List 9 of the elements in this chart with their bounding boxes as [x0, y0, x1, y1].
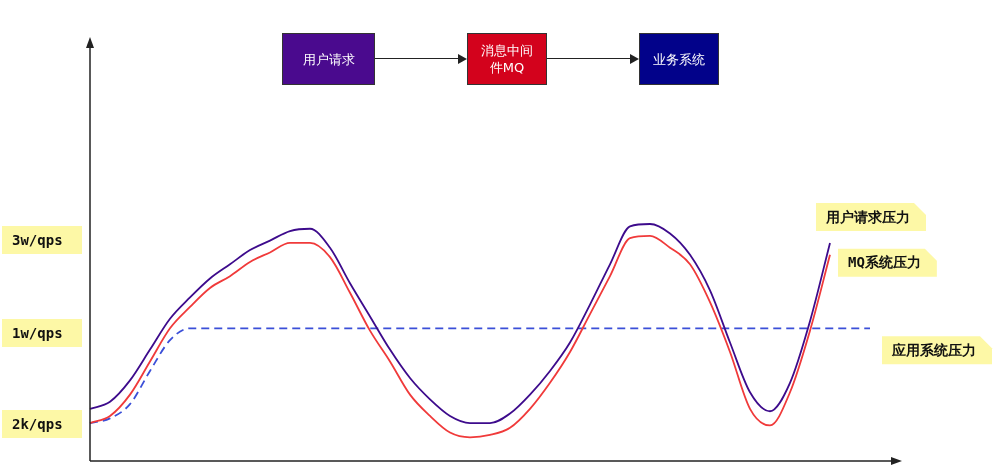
text: 3w/qps — [2, 226, 82, 254]
text: 1w/qps — [2, 319, 82, 347]
text: 业务系统 — [639, 33, 719, 85]
text: 2k/qps — [2, 410, 82, 438]
text: 消息中间件MQ — [467, 33, 547, 85]
series-label: MQ系统压力 — [848, 254, 921, 271]
series-label: 用户请求压力 — [825, 208, 910, 225]
series-label: 应用系统压力 — [891, 341, 976, 358]
text: 用户请求 — [282, 33, 375, 85]
